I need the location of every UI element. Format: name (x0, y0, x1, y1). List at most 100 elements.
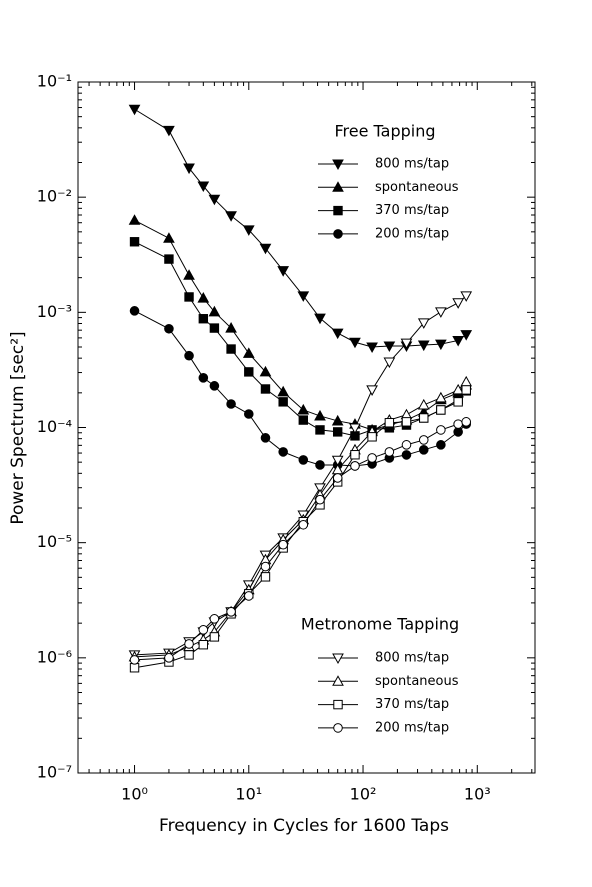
marker (183, 269, 195, 280)
marker (242, 347, 255, 358)
legend-marker (332, 675, 344, 686)
y-tick-label: 10⁻⁷ (37, 763, 72, 782)
legend-label: 800 ms/tap (375, 157, 449, 172)
marker (298, 455, 309, 465)
y-tick-label: 10⁻⁶ (37, 647, 72, 666)
marker (209, 614, 220, 624)
marker (164, 653, 174, 663)
marker (418, 435, 429, 445)
marker (350, 450, 360, 460)
marker (129, 663, 140, 673)
marker (332, 473, 343, 483)
marker (225, 211, 237, 222)
marker (260, 572, 271, 582)
marker (244, 367, 254, 377)
legend-label: spontaneous (375, 674, 459, 689)
marker (184, 292, 194, 302)
legend-label: spontaneous (375, 180, 459, 195)
legend-marker (333, 699, 343, 710)
legend-label: 200 ms/tap (375, 720, 449, 735)
marker (128, 214, 141, 225)
marker (163, 125, 175, 137)
marker (367, 453, 377, 463)
marker (384, 418, 395, 428)
marker (297, 291, 310, 302)
y-tick-label: 10⁻² (37, 187, 72, 206)
marker (314, 483, 326, 494)
marker (129, 655, 140, 665)
marker (225, 322, 237, 333)
series-line (134, 310, 467, 467)
marker (331, 455, 344, 467)
legend-label: 800 ms/tap (375, 651, 449, 666)
marker (278, 447, 288, 457)
legend-label: 370 ms/tap (375, 203, 449, 218)
marker (417, 318, 430, 329)
marker (260, 561, 271, 572)
marker (315, 425, 325, 435)
marker (435, 339, 447, 351)
marker (349, 337, 361, 349)
marker (197, 292, 210, 303)
marker (259, 243, 272, 255)
marker (129, 237, 140, 247)
marker (452, 383, 465, 395)
marker (184, 650, 194, 660)
marker (243, 409, 254, 419)
marker (417, 340, 430, 352)
marker (209, 632, 220, 642)
marker (198, 373, 209, 383)
y-tick-label: 10⁻³ (37, 302, 72, 321)
marker (208, 305, 221, 317)
x-tick-label: 10¹ (235, 785, 262, 804)
marker (367, 432, 377, 442)
marker (298, 415, 308, 425)
marker (460, 375, 473, 387)
marker (384, 447, 395, 457)
marker (209, 381, 220, 391)
legend-marker (333, 723, 343, 733)
marker (461, 385, 471, 395)
marker (198, 625, 209, 635)
legend-marker (332, 181, 344, 192)
x-tick-label: 10⁰ (121, 785, 148, 804)
marker (332, 427, 343, 437)
marker (277, 266, 290, 277)
marker (184, 350, 194, 361)
legend-title: Free Tapping (334, 122, 435, 141)
marker (163, 232, 175, 243)
marker (260, 384, 271, 394)
legend-label: 370 ms/tap (375, 697, 449, 712)
marker (278, 397, 288, 407)
marker (401, 450, 412, 460)
marker (128, 104, 141, 116)
marker (209, 323, 220, 333)
marker (436, 425, 446, 435)
marker (259, 365, 272, 377)
marker (461, 417, 472, 427)
marker (435, 307, 447, 318)
marker (226, 399, 236, 409)
legend-marker (332, 653, 344, 665)
y-tick-label: 10⁻¹ (37, 72, 72, 91)
marker (331, 328, 344, 340)
marker (350, 461, 360, 471)
marker (401, 417, 412, 427)
marker (383, 357, 396, 369)
marker (453, 397, 463, 407)
marker (436, 440, 446, 450)
marker (460, 291, 473, 302)
marker (297, 403, 310, 415)
marker (226, 344, 236, 354)
y-tick-label: 10⁻⁴ (37, 417, 72, 436)
marker (315, 494, 325, 505)
legend-marker (333, 205, 343, 216)
x-axis-label: Frequency in Cycles for 1600 Taps (159, 816, 449, 836)
legend-marker (333, 229, 343, 239)
y-axis-label: Power Spectrum [sec²] (8, 331, 28, 524)
marker (366, 342, 378, 354)
legend-title: Metronome Tapping (301, 615, 459, 634)
marker (349, 423, 361, 435)
marker (419, 413, 429, 423)
marker (315, 460, 325, 470)
